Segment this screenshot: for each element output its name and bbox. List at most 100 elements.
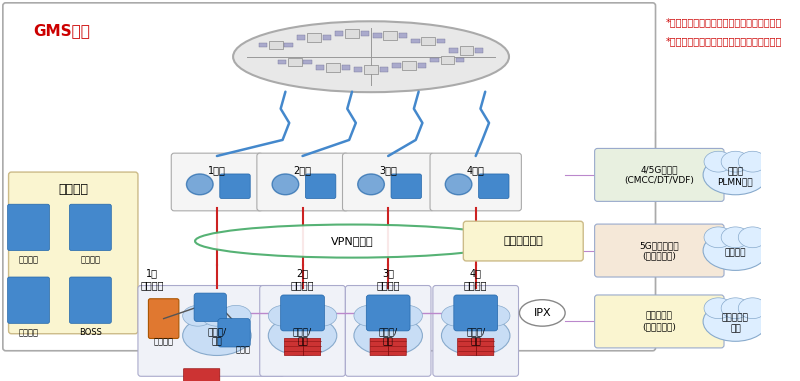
Text: IPX: IPX	[534, 308, 551, 318]
Bar	[326, 63, 340, 72]
Bar	[335, 31, 343, 36]
FancyBboxPatch shape	[70, 204, 111, 251]
Text: 互联网/
专网: 互联网/ 专网	[378, 327, 398, 346]
Text: 用户专网: 用户专网	[725, 248, 746, 257]
FancyBboxPatch shape	[70, 277, 111, 323]
Text: 5G专用核心网
(集团大客户): 5G专用核心网 (集团大客户)	[639, 241, 679, 260]
Bar	[354, 67, 362, 72]
FancyBboxPatch shape	[454, 295, 498, 331]
Text: 4/5G核心网
(CMCC/DT/VDF): 4/5G核心网 (CMCC/DT/VDF)	[624, 165, 694, 185]
Ellipse shape	[358, 174, 384, 195]
FancyBboxPatch shape	[342, 153, 434, 211]
Ellipse shape	[703, 231, 768, 271]
Text: 2号
网络中心: 2号 网络中心	[290, 268, 314, 290]
FancyBboxPatch shape	[430, 153, 522, 211]
Text: 虚拟运营商
网络: 虚拟运营商 网络	[722, 314, 749, 333]
Ellipse shape	[392, 306, 422, 326]
Ellipse shape	[461, 306, 491, 326]
Ellipse shape	[704, 298, 733, 319]
Text: 互联网/
专网: 互联网/ 专网	[207, 327, 226, 346]
Bar	[285, 43, 293, 47]
Bar	[307, 33, 321, 42]
Text: 测控系统: 测控系统	[18, 256, 38, 264]
Ellipse shape	[182, 306, 213, 326]
Bar	[380, 67, 388, 72]
Text: 备份运控中心: 备份运控中心	[503, 236, 543, 246]
Text: BOSS: BOSS	[79, 328, 102, 337]
FancyBboxPatch shape	[260, 285, 346, 376]
Bar	[430, 58, 438, 62]
FancyBboxPatch shape	[171, 153, 262, 211]
Ellipse shape	[738, 151, 767, 172]
Bar	[398, 33, 407, 38]
FancyBboxPatch shape	[463, 221, 583, 261]
Bar	[422, 37, 434, 45]
Text: 站管系统: 站管系统	[18, 328, 38, 337]
Ellipse shape	[442, 316, 510, 355]
Bar	[361, 31, 369, 36]
Text: 1号站: 1号站	[208, 165, 226, 176]
Text: 互联网/
专网: 互联网/ 专网	[293, 327, 312, 346]
FancyBboxPatch shape	[478, 174, 509, 199]
FancyBboxPatch shape	[594, 224, 724, 277]
Text: 4号站: 4号站	[466, 165, 485, 176]
Ellipse shape	[446, 174, 472, 195]
Text: VPN或专线: VPN或专线	[330, 236, 374, 246]
Ellipse shape	[287, 306, 318, 326]
Ellipse shape	[442, 306, 472, 326]
Bar	[456, 58, 464, 62]
Bar	[459, 46, 473, 55]
Bar	[364, 65, 378, 74]
FancyBboxPatch shape	[433, 285, 518, 376]
Ellipse shape	[186, 174, 213, 195]
Text: *空间传输网：空间路由器通过激光链路互联: *空间传输网：空间路由器通过激光链路互联	[666, 17, 782, 27]
Ellipse shape	[272, 174, 298, 195]
Text: 运营商
PLMN网络: 运营商 PLMN网络	[718, 167, 754, 186]
FancyBboxPatch shape	[220, 174, 250, 199]
FancyBboxPatch shape	[8, 204, 50, 251]
Text: 1号
网络中心: 1号 网络中心	[141, 268, 164, 290]
Ellipse shape	[738, 298, 767, 319]
FancyBboxPatch shape	[149, 299, 179, 338]
Ellipse shape	[354, 306, 384, 326]
FancyBboxPatch shape	[3, 3, 655, 351]
Ellipse shape	[373, 306, 403, 326]
Bar	[322, 35, 331, 40]
Text: 核心网: 核心网	[236, 345, 251, 354]
Bar	[303, 59, 312, 64]
Bar	[402, 61, 416, 70]
Bar	[288, 58, 302, 66]
Text: 网管系统: 网管系统	[80, 256, 100, 264]
Text: 运控中心: 运控中心	[58, 182, 88, 195]
FancyBboxPatch shape	[458, 338, 494, 355]
Bar	[258, 43, 267, 47]
Ellipse shape	[268, 316, 337, 355]
Text: 应用平台: 应用平台	[154, 338, 174, 347]
FancyBboxPatch shape	[285, 338, 321, 355]
Bar	[449, 48, 458, 53]
Bar	[342, 65, 350, 70]
Ellipse shape	[703, 155, 768, 195]
FancyBboxPatch shape	[194, 293, 226, 322]
Bar	[437, 39, 446, 43]
FancyBboxPatch shape	[594, 295, 724, 348]
Bar	[373, 33, 382, 38]
FancyBboxPatch shape	[138, 285, 285, 376]
Text: *卫星接入网：空间基站对全球实现无缝覆盖: *卫星接入网：空间基站对全球实现无缝覆盖	[666, 36, 782, 46]
Ellipse shape	[195, 224, 509, 258]
FancyBboxPatch shape	[184, 369, 220, 381]
Text: 4号
网络中心: 4号 网络中心	[464, 268, 487, 290]
Ellipse shape	[519, 300, 565, 326]
Text: 专用核心网
(虚拟运营商): 专用核心网 (虚拟运营商)	[642, 312, 676, 331]
Text: 3号
网络中心: 3号 网络中心	[377, 268, 400, 290]
Bar	[316, 65, 325, 70]
Ellipse shape	[354, 316, 422, 355]
FancyBboxPatch shape	[218, 319, 250, 347]
Bar	[418, 63, 426, 68]
FancyBboxPatch shape	[8, 277, 50, 323]
Bar	[346, 29, 358, 38]
Ellipse shape	[306, 306, 337, 326]
Ellipse shape	[704, 151, 733, 172]
Bar	[411, 39, 419, 43]
Ellipse shape	[202, 306, 232, 326]
